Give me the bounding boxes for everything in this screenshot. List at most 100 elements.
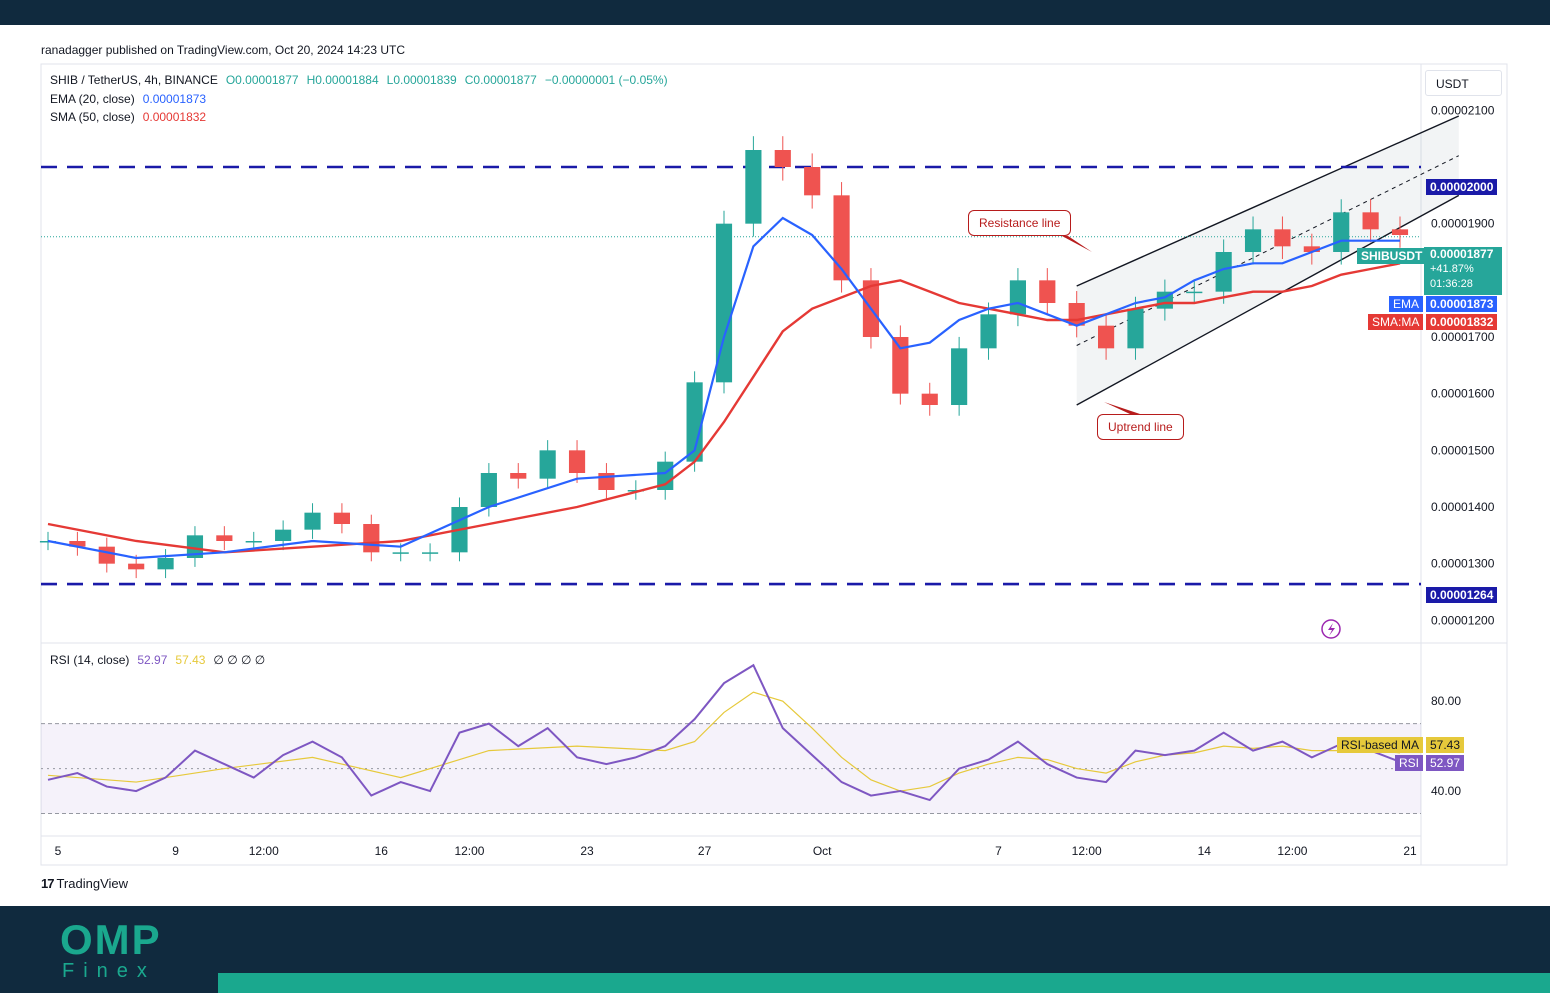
time-tick-label: 21 — [1403, 844, 1417, 858]
rsi-legend: RSI (14, close) 52.97 57.43 ∅ ∅ ∅ ∅ — [50, 653, 273, 667]
candle-body — [275, 529, 292, 541]
candle-body — [245, 541, 262, 543]
sma-side-tag: SMA:MA — [1368, 314, 1424, 330]
price-tick-label: 0.00001300 — [1431, 557, 1495, 571]
high-value: H0.00001884 — [306, 73, 379, 87]
rsi-tick-label: 80.00 — [1431, 694, 1461, 708]
low-value: L0.00001839 — [386, 73, 457, 87]
candle-body — [715, 223, 733, 383]
sma-label: SMA (50, close) — [50, 110, 135, 124]
candle-body — [1186, 291, 1203, 294]
candle-body — [1303, 246, 1320, 252]
rsi-ma-line — [47, 691, 1401, 792]
rsi-axis: 80.00 40.00 — [1431, 694, 1461, 798]
open-value: O0.00001877 — [225, 73, 299, 87]
candle-body — [1127, 308, 1144, 349]
candle-body — [304, 512, 321, 530]
sma-line — [47, 262, 1401, 554]
ema-value: 0.00001873 — [142, 92, 207, 106]
candle-body — [892, 337, 909, 394]
candle-body — [833, 195, 850, 281]
last-price-value: 0.00001877 — [1430, 247, 1494, 261]
rsi-line — [47, 663, 1401, 802]
bottom-accent-bar — [218, 973, 1550, 993]
candle-body — [980, 314, 997, 349]
resistance-line-label[interactable]: Resistance line — [968, 210, 1072, 236]
rsi-extras: ∅ ∅ ∅ ∅ — [213, 653, 266, 667]
time-tick-label: 7 — [995, 844, 1002, 858]
change-value: −0.00000001 (−0.05%) — [544, 73, 668, 87]
bar-countdown: 01:36:28 — [1430, 278, 1473, 290]
candle-body — [951, 348, 968, 405]
price-tick-label: 0.00001400 — [1431, 500, 1495, 514]
ema-price-tag: 0.00001873 — [1426, 296, 1498, 312]
candle-body — [216, 535, 233, 541]
change-percent: +41.87% — [1430, 263, 1474, 275]
sma-price-tag: 0.00001832 — [1426, 314, 1498, 330]
candle-body — [157, 558, 174, 570]
time-tick-label: Oct — [813, 844, 832, 858]
channel-fill — [1076, 116, 1459, 405]
close-value: C0.00001877 — [464, 73, 537, 87]
currency-selector[interactable]: USDT — [1425, 70, 1502, 96]
candle-body — [745, 150, 762, 224]
omp-logo: OMP — [60, 916, 162, 963]
candle-body — [568, 450, 586, 473]
candle-body — [510, 473, 527, 479]
candle-body — [422, 552, 439, 554]
resistance-price-tag: 0.00002000 — [1426, 179, 1498, 195]
ema-legend: EMA (20, close) 0.00001873 — [50, 92, 214, 106]
candle-body — [363, 524, 380, 553]
support-price-tag: 0.00001264 — [1426, 587, 1498, 603]
candle-body — [1215, 252, 1232, 292]
time-tick-label: 23 — [580, 844, 594, 858]
time-tick-label: 16 — [375, 844, 389, 858]
time-tick-label: 12:00 — [454, 844, 484, 858]
candle-body — [1009, 280, 1026, 315]
finex-logo: Finex — [62, 960, 156, 982]
candle-body — [1068, 303, 1085, 326]
uptrend-callout-pointer — [1104, 402, 1140, 414]
candle-body — [1039, 280, 1056, 303]
resistance-trendline — [1076, 115, 1460, 287]
price-tick-label: 0.00001700 — [1431, 330, 1495, 344]
price-tick-label: 0.00001600 — [1431, 387, 1495, 401]
candle-body — [1274, 229, 1291, 247]
candle-body — [98, 546, 115, 564]
tradingview-logo[interactable]: 17 TradingView — [41, 876, 128, 891]
time-tick-label: 9 — [172, 844, 179, 858]
candles — [39, 136, 1409, 579]
top-bar — [0, 0, 1550, 25]
uptrend-line-label[interactable]: Uptrend line — [1097, 414, 1184, 440]
sma-legend: SMA (50, close) 0.00001832 — [50, 110, 214, 124]
publisher-line: ranadagger published on TradingView.com,… — [41, 43, 406, 57]
tradingview-mark-icon: 17 — [41, 876, 55, 891]
time-tick-label: 12:00 — [1072, 844, 1102, 858]
time-tick-label: 5 — [55, 844, 62, 858]
price-tick-label: 0.00001200 — [1431, 613, 1495, 627]
candle-body — [480, 473, 497, 507]
lightning-icon[interactable] — [1321, 619, 1341, 639]
candle-body — [804, 167, 821, 196]
candle-body — [539, 450, 556, 479]
candle-body — [1333, 212, 1350, 252]
rsi-ma-legend-value: 57.43 — [175, 653, 206, 667]
candle-body — [1098, 325, 1115, 349]
rsi-side-tag: RSI — [1395, 755, 1424, 771]
sma-value: 0.00001832 — [142, 110, 207, 124]
rsi-label: RSI (14, close) — [50, 653, 130, 667]
time-tick-label: 27 — [698, 844, 712, 858]
candle-body — [392, 552, 409, 554]
time-tick-label: 12:00 — [1277, 844, 1307, 858]
time-tick-label: 14 — [1198, 844, 1212, 858]
last-price-box: 0.00001877 +41.87% 01:36:28 — [1424, 247, 1502, 295]
price-tick-label: 0.00001500 — [1431, 443, 1495, 457]
candle-body — [69, 541, 86, 547]
symbol-tag: SHIBUSDT — [1357, 248, 1427, 264]
candle-body — [333, 512, 350, 524]
price-axis: 0.00002100 0.00001900 0.00001700 0.00001600… — [1431, 103, 1495, 627]
rsi-value-tag: 52.97 — [1426, 755, 1465, 771]
candle-body — [1244, 229, 1262, 252]
rsi-legend-value: 52.97 — [137, 653, 168, 667]
price-chart[interactable]: 0.00002100 0.00001900 0.00001700 0.00001600… — [0, 0, 1550, 906]
